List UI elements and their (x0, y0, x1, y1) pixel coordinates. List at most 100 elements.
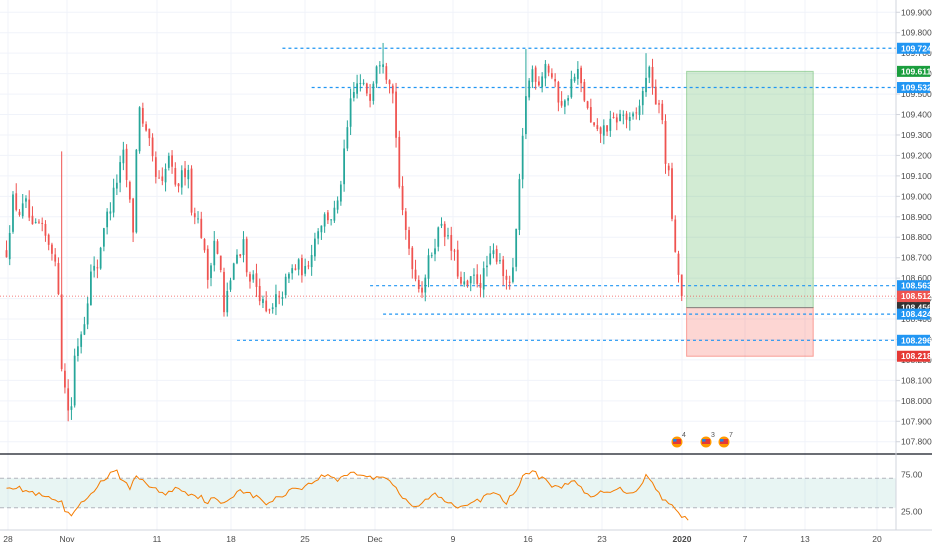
time-tick-label: 16 (523, 534, 533, 544)
candle-body (242, 239, 245, 256)
price-tick-label: 108.700 (901, 253, 932, 263)
candle-body (580, 67, 582, 84)
price-label-text: 108.424 (901, 309, 932, 319)
candle-body (304, 265, 307, 274)
price-label-text: 109.532 (901, 83, 932, 93)
candle-body (671, 168, 673, 219)
candle-body (171, 155, 173, 167)
candle-body (544, 63, 547, 79)
candle-body (158, 177, 160, 179)
price-tick-label: 109.800 (901, 28, 932, 38)
candle-body (667, 165, 670, 171)
candle-body (443, 223, 446, 237)
candle-body (349, 98, 352, 127)
time-tick-label: 20 (872, 534, 882, 544)
time-tick-label: Nov (59, 534, 75, 544)
candle-body (38, 221, 40, 223)
economic-event-icon[interactable]: 7 (717, 432, 733, 449)
candle-body (521, 135, 524, 180)
candle-body (453, 250, 456, 252)
candle-body (31, 215, 34, 225)
time-tick-label: 18 (226, 534, 236, 544)
candle-body (90, 271, 92, 306)
candle-body (382, 64, 384, 67)
candle-body (625, 113, 628, 120)
candle-body (145, 124, 147, 131)
candle-body (612, 117, 615, 119)
candle-body (563, 100, 566, 107)
economic-event-icon[interactable]: 3 (699, 432, 715, 449)
candle-body (375, 66, 378, 84)
candle-body (252, 274, 255, 280)
candle-body (262, 299, 264, 304)
candle-body (602, 125, 605, 136)
candle-body (206, 248, 209, 280)
candle-body (320, 225, 323, 233)
candle-body (80, 334, 83, 347)
price-label-text: 108.456 (901, 303, 932, 313)
candle-body (362, 82, 365, 84)
candle-body (216, 241, 219, 254)
price-label-text: 108.563 (901, 281, 932, 291)
candle-body (223, 271, 225, 313)
candle-body (187, 169, 190, 180)
price-label-text: 108.512 (901, 291, 932, 301)
candle-body (567, 98, 570, 101)
price-label-level: 108.296 (897, 334, 932, 346)
economic-event-icon[interactable]: 4 (670, 432, 686, 449)
candle-body (271, 307, 274, 310)
rsi-pane[interactable] (0, 469, 896, 521)
candle-body (411, 247, 414, 270)
candle-body (12, 194, 14, 232)
long-position-profit-zone[interactable] (686, 70, 814, 309)
price-label-text: 109.724 (901, 43, 932, 53)
candle-body (359, 83, 362, 85)
price-label-text: 108.296 (901, 335, 932, 345)
candle-body (141, 108, 144, 124)
candle-body (119, 162, 122, 183)
candle-body (57, 263, 60, 295)
candle-body (229, 280, 232, 290)
price-axis[interactable]: 109.900109.800109.700109.600109.500109.4… (895, 0, 932, 530)
candle-body (8, 232, 11, 260)
candle-body (219, 255, 222, 270)
candle-body (651, 66, 654, 88)
candle-body (463, 281, 466, 285)
candle-body (41, 222, 44, 224)
candle-body (560, 101, 563, 106)
candle-body (641, 91, 644, 106)
candle-body (135, 149, 138, 233)
candle-body (239, 254, 242, 257)
candle-body (573, 76, 576, 81)
candle-body (193, 213, 196, 218)
candle-body (18, 211, 21, 215)
candle-body (489, 253, 492, 265)
candle-body (437, 227, 440, 247)
price-label-dark: 108.456 (897, 302, 932, 314)
time-axis[interactable]: 28 Nov 11 18 25 Dec 9 16 23 2020 7 13 20 (3, 534, 882, 544)
candle-body (385, 66, 388, 80)
candle-body (294, 268, 297, 270)
event-count: 4 (682, 432, 686, 439)
candle-body (268, 309, 271, 311)
candle-body (534, 67, 537, 82)
long-position-loss-zone[interactable] (686, 307, 814, 357)
candle-body (51, 244, 53, 254)
candle-body (615, 117, 618, 123)
candle-body (554, 78, 557, 82)
candle-body (138, 107, 141, 152)
candle-body (281, 297, 284, 299)
time-tick-label: Dec (367, 534, 383, 544)
candle-body (619, 113, 621, 122)
event-count: 7 (729, 432, 733, 439)
candle-body (184, 168, 186, 178)
candle-body (424, 277, 427, 293)
candle-body (128, 181, 131, 200)
candle-body (265, 300, 268, 312)
candle-body (333, 207, 336, 221)
candle-body (102, 228, 105, 247)
candle-body (213, 240, 216, 266)
candle-body (288, 273, 290, 279)
